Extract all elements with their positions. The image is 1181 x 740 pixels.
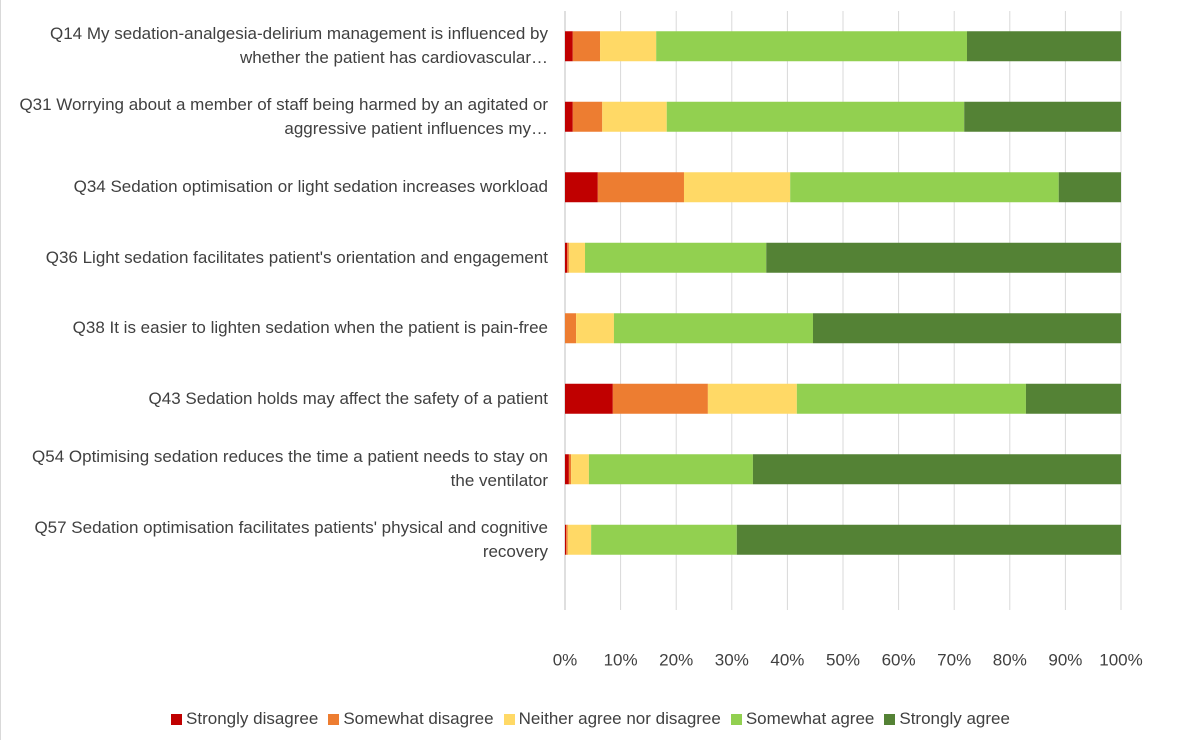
bar-segment: [752, 454, 1121, 485]
bar-segment: [571, 454, 589, 485]
bar-segment: [683, 172, 791, 203]
bar-segment: [565, 313, 577, 344]
category-label: Q31 Worrying about a member of staff bei…: [8, 87, 548, 147]
legend-item: Somewhat disagree: [328, 709, 494, 729]
bar-segment: [567, 242, 569, 273]
bar-segment: [790, 172, 1059, 203]
x-tick-label: 80%: [993, 650, 1027, 669]
legend: Strongly disagree Somewhat disagree Neithe…: [0, 706, 1181, 732]
legend-item: Strongly disagree: [171, 709, 318, 729]
bar-segment: [565, 524, 567, 555]
bar-segment: [1025, 383, 1121, 414]
category-label: Q38 It is easier to lighten sedation whe…: [8, 298, 548, 358]
bar-segment: [568, 454, 572, 485]
x-tick-label: 10%: [604, 650, 638, 669]
bar-segment: [568, 242, 586, 273]
bar-segment: [576, 313, 614, 344]
category-text: Q36 Light sedation facilitates patient's…: [45, 247, 548, 267]
bar-segment: [572, 31, 601, 62]
bar-segment: [591, 524, 737, 555]
bar-segment: [566, 524, 568, 555]
bar-segment: [736, 524, 1121, 555]
legend-label: Strongly agree: [899, 709, 1010, 728]
x-tick-label: 40%: [770, 650, 804, 669]
x-tick-label: 50%: [826, 650, 860, 669]
bar-segment: [766, 242, 1121, 273]
x-tick-label: 60%: [882, 650, 916, 669]
legend-swatch: [730, 713, 742, 725]
legend-label: Strongly disagree: [186, 709, 319, 728]
bar-segment: [707, 383, 797, 414]
bar-segment: [585, 242, 767, 273]
bar-segment: [565, 242, 568, 273]
category-label: Q34 Sedation optimisation or light sedat…: [8, 157, 548, 217]
bar-segment: [588, 454, 753, 485]
x-tick-label: 90%: [1048, 650, 1082, 669]
bar-segment: [796, 383, 1026, 414]
legend-swatch: [884, 713, 896, 725]
legend-item: Somewhat agree: [730, 709, 875, 729]
bar-segment: [602, 101, 667, 132]
legend-swatch: [171, 713, 183, 725]
bar-segment: [666, 101, 965, 132]
x-tick-label: 20%: [659, 650, 693, 669]
x-tick-label: 70%: [937, 650, 971, 669]
bar-segment: [600, 31, 657, 62]
bar-segment: [597, 172, 684, 203]
category-label: Q57 Sedation optimisation facilitates pa…: [8, 510, 548, 570]
x-tick-label: 100%: [1099, 650, 1142, 669]
bar-segment: [964, 101, 1121, 132]
x-tick-label: 0%: [553, 650, 578, 669]
category-label: Q43 Sedation holds may affect the safety…: [8, 369, 548, 429]
legend-label: Neither agree nor disagree: [518, 709, 721, 728]
category-text: Q14 My sedation-analgesia-delirium manag…: [50, 24, 548, 68]
bar-segment: [613, 313, 813, 344]
category-text: Q54 Optimising sedation reduces the time…: [32, 447, 548, 491]
category-text: Q38 It is easier to lighten sedation whe…: [72, 318, 548, 338]
bar-segment: [565, 454, 569, 485]
category-text: Q57 Sedation optimisation facilitates pa…: [34, 517, 548, 561]
bar-segment: [565, 101, 573, 132]
bar-segment: [812, 313, 1121, 344]
category-label: Q36 Light sedation facilitates patient's…: [8, 228, 548, 288]
legend-swatch: [503, 713, 515, 725]
bar-segment: [565, 383, 613, 414]
bar-segment: [966, 31, 1121, 62]
bar-segment: [565, 172, 598, 203]
legend-label: Somewhat disagree: [343, 709, 494, 728]
bar-segment: [612, 383, 708, 414]
category-label: Q54 Optimising sedation reduces the time…: [8, 439, 548, 499]
category-text: Q31 Worrying about a member of staff bei…: [19, 94, 548, 138]
legend-label: Somewhat agree: [745, 709, 875, 728]
legend-item: Strongly agree: [884, 709, 1010, 729]
bar-segment: [572, 101, 603, 132]
x-tick-label: 30%: [715, 650, 749, 669]
bar-segment: [565, 31, 573, 62]
legend-swatch: [328, 713, 340, 725]
category-text: Q43 Sedation holds may affect the safety…: [148, 388, 548, 408]
bar-segment: [1058, 172, 1121, 203]
bar-segment: [656, 31, 967, 62]
category-text: Q34 Sedation optimisation or light sedat…: [73, 177, 548, 197]
legend-item: Neither agree nor disagree: [503, 709, 721, 729]
category-label: Q14 My sedation-analgesia-delirium manag…: [8, 16, 548, 76]
bar-segment: [567, 524, 592, 555]
